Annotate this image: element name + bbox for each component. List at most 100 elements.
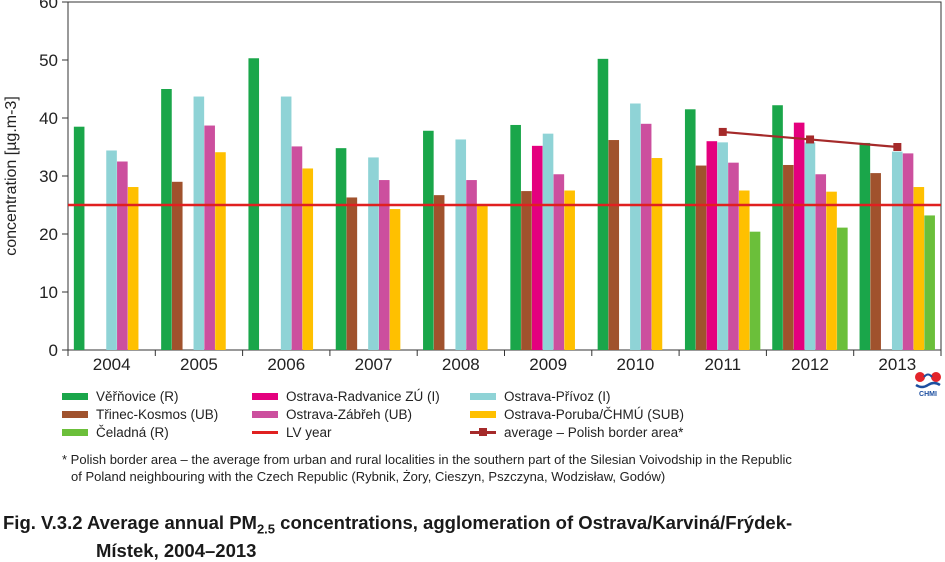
- polish-average-point: [806, 135, 815, 144]
- bar: [280, 96, 292, 350]
- caption-line-2: Místek, 2004–2013: [96, 539, 257, 561]
- bar: [859, 142, 871, 350]
- x-tick-label: 2008: [442, 355, 480, 374]
- bar: [423, 130, 434, 350]
- bar: [215, 152, 226, 350]
- y-tick-label: 50: [39, 51, 58, 70]
- chmi-logo-icon: [915, 372, 941, 389]
- footnote-line-1: * Polish border area – the average from …: [62, 452, 792, 467]
- bar: [564, 190, 575, 350]
- chmi-logo-text: CHMI: [919, 391, 937, 398]
- bar: [161, 89, 172, 350]
- bar: [738, 190, 750, 350]
- bar: [728, 162, 739, 350]
- bar: [204, 125, 215, 350]
- bar: [640, 123, 652, 350]
- legend-swatch: [62, 393, 88, 400]
- bar: [389, 209, 401, 350]
- bar: [924, 215, 935, 350]
- bar: [106, 150, 117, 350]
- bar: [346, 197, 358, 350]
- chmi-logo: CHMI: [913, 369, 943, 401]
- legend-item-lv-year: LV year: [252, 425, 332, 440]
- bar: [749, 231, 761, 350]
- bar: [695, 165, 707, 350]
- legend-swatch: [62, 429, 88, 436]
- x-tick-label: 2009: [529, 355, 567, 374]
- bar: [433, 195, 445, 350]
- y-tick-label: 10: [39, 283, 58, 302]
- bar: [477, 204, 488, 350]
- bar: [542, 133, 554, 350]
- bar: [826, 191, 837, 350]
- legend-item-privoz: Ostrava-Přívoz (I): [470, 389, 611, 404]
- bar: [368, 157, 379, 350]
- legend-swatch: [252, 431, 278, 434]
- legend-swatch: [252, 411, 278, 418]
- bar: [117, 161, 128, 350]
- legend-item-polish-average: average – Polish border area*: [470, 425, 683, 440]
- polish-average-point: [718, 127, 727, 136]
- caption-prefix: Fig. V.3.2 Average annual PM: [3, 512, 257, 533]
- bar: [651, 158, 663, 350]
- legend-label: LV year: [286, 425, 332, 440]
- y-axis-label: concentration [µg.m-3]: [3, 96, 20, 256]
- pm25-bar-chart: 0 10 20 30 40 50 60 concentration [µg.m-3] 2004 2…: [3, 0, 942, 374]
- bar: [793, 122, 805, 350]
- x-tick-label: 2012: [791, 355, 829, 374]
- chart-legend: Věřňovice (R) Ostrava-Radvanice ZÚ (I) O…: [62, 389, 762, 445]
- bar: [335, 148, 347, 350]
- bar: [608, 140, 620, 350]
- caption-rest: concentrations, agglomeration of Ostrava…: [275, 512, 793, 533]
- x-tick-label: 2004: [93, 355, 131, 374]
- bar: [378, 180, 390, 350]
- bar: [630, 103, 641, 350]
- legend-item-verinovice: Věřňovice (R): [62, 389, 179, 404]
- legend-label: Ostrava-Radvanice ZÚ (I): [286, 389, 440, 404]
- legend-swatch: [470, 393, 496, 400]
- footnote-line-2: of Poland neighbouring with the Czech Re…: [71, 469, 666, 484]
- bar: [73, 126, 85, 350]
- legend-item-radvanice: Ostrava-Radvanice ZÚ (I): [252, 389, 440, 404]
- polish-average-point: [893, 143, 902, 151]
- bar: [302, 168, 314, 350]
- bar: [510, 124, 521, 351]
- x-tick-label: 2010: [617, 355, 655, 374]
- y-tick-label: 30: [39, 167, 58, 186]
- caption-subscript: 2.5: [256, 521, 276, 537]
- x-tick-label: 2007: [355, 355, 393, 374]
- legend-label: Čeladná (R): [96, 425, 169, 440]
- bar: [837, 227, 848, 350]
- bar: [891, 151, 903, 350]
- legend-label: Ostrava-Zábřeh (UB): [286, 407, 413, 422]
- legend-label: Ostrava-Přívoz (I): [504, 389, 611, 404]
- legend-label: Třinec-Kosmos (UB): [96, 407, 219, 422]
- legend-label: average – Polish border area*: [504, 425, 684, 440]
- legend-item-poruba: Ostrava-Poruba/ČHMÚ (SUB): [470, 407, 684, 422]
- bar: [772, 105, 783, 351]
- bar: [783, 164, 794, 350]
- bar: [193, 96, 205, 350]
- bar: [706, 141, 718, 350]
- y-tick-label: 40: [39, 109, 58, 128]
- legend-label: Ostrava-Poruba/ČHMÚ (SUB): [504, 407, 685, 422]
- legend-swatch: [252, 393, 278, 400]
- bar: [171, 181, 183, 350]
- x-tick-label: 2011: [704, 355, 741, 374]
- y-tick-label: 0: [49, 341, 58, 360]
- legend-item-trinec: Třinec-Kosmos (UB): [62, 407, 218, 422]
- bar: [521, 191, 532, 350]
- legend-swatch: [62, 411, 88, 418]
- bar: [553, 174, 565, 350]
- figure-caption: Fig. V.3.2 Average annual PM2.5 concentr…: [3, 512, 943, 561]
- footnote: * Polish border area – the average from …: [62, 451, 922, 485]
- bar: [466, 180, 477, 350]
- x-tick-label: 2006: [267, 355, 305, 374]
- bar: [804, 142, 816, 350]
- bar: [913, 187, 925, 350]
- x-tick-label: 2005: [180, 355, 218, 374]
- y-tick-label: 20: [39, 225, 58, 244]
- legend-item-celadna: Čeladná (R): [62, 425, 169, 440]
- y-tick-label: 60: [39, 0, 58, 12]
- bar: [684, 109, 696, 350]
